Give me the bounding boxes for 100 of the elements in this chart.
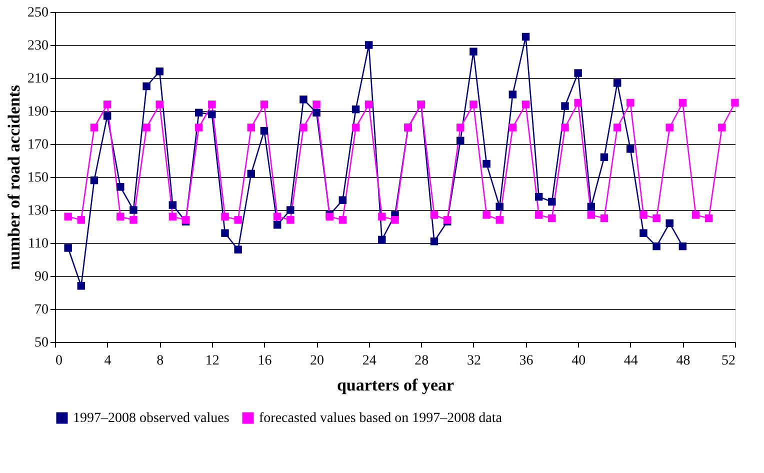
y-tick-label: 130 (28, 204, 48, 218)
y-tick-label: 110 (28, 236, 48, 252)
point (666, 124, 674, 132)
point (300, 124, 308, 132)
point (678, 98, 687, 107)
point (286, 216, 294, 224)
point (194, 108, 203, 117)
point (640, 211, 648, 219)
point (430, 211, 438, 219)
point (600, 153, 608, 162)
point (142, 124, 150, 132)
x-tick-label: 12 (205, 354, 220, 368)
point (391, 216, 399, 224)
y-tick-label: 50 (34, 336, 48, 350)
point (613, 124, 622, 132)
x-tick-label: 4 (104, 354, 112, 368)
point (378, 236, 386, 244)
point (194, 124, 203, 132)
point (208, 110, 216, 118)
point (312, 108, 320, 117)
point (168, 212, 177, 220)
y-tick-label: 90 (34, 270, 48, 284)
y-tick-label: 210 (28, 72, 48, 86)
point (116, 212, 124, 220)
point (168, 201, 177, 209)
point (626, 98, 634, 107)
y-tick-label: 230 (28, 38, 48, 54)
point (77, 282, 86, 290)
point (574, 69, 582, 77)
x-tick-label: 24 (362, 354, 376, 368)
point (587, 202, 596, 211)
point (496, 202, 504, 211)
point (470, 100, 478, 108)
point (142, 82, 150, 90)
point (273, 220, 282, 229)
point (482, 211, 490, 219)
point (338, 196, 347, 204)
point (64, 244, 72, 252)
point (103, 100, 112, 108)
point (534, 192, 543, 201)
point (260, 126, 268, 135)
x-tick-label: 48 (676, 354, 690, 368)
point (508, 124, 517, 132)
point (338, 216, 347, 224)
y-tick-label: 170 (28, 138, 48, 152)
point (116, 183, 124, 191)
point (247, 124, 256, 132)
y-tick-label: 70 (34, 302, 48, 318)
point (626, 145, 634, 153)
point (247, 170, 256, 178)
point (64, 212, 72, 220)
point (364, 41, 373, 49)
legend-label: forecasted values based on 1997–2008 data (259, 411, 503, 426)
point (640, 229, 648, 237)
point (208, 100, 216, 108)
x-tick-label: 0 (56, 354, 62, 368)
point (90, 176, 98, 184)
point (130, 206, 138, 214)
point (273, 212, 282, 220)
point (548, 214, 556, 222)
x-tick-label: 36 (519, 354, 534, 368)
point (652, 214, 660, 222)
point (508, 90, 517, 98)
x-tick-label: 8 (156, 354, 164, 368)
point (496, 216, 504, 224)
point (561, 124, 569, 132)
point (548, 198, 556, 206)
point (470, 48, 478, 56)
point (574, 98, 582, 107)
y-axis-title: number of road accidents (4, 84, 24, 270)
x-tick-label: 44 (624, 354, 638, 368)
point (156, 68, 164, 76)
point (312, 100, 320, 108)
y-tick-label: 190 (28, 104, 48, 120)
point (430, 237, 438, 246)
point (600, 214, 608, 222)
point (352, 105, 360, 114)
legend-label: 1997–2008 observed values (73, 411, 230, 426)
point (352, 124, 360, 132)
point (613, 79, 622, 87)
point (156, 100, 164, 108)
point (652, 242, 660, 250)
point (561, 102, 569, 110)
point (731, 98, 739, 107)
point (456, 124, 464, 132)
point (704, 214, 713, 222)
point (90, 124, 98, 132)
x-tick-label: 32 (466, 354, 481, 368)
point (534, 211, 543, 219)
point (692, 211, 700, 219)
point (234, 216, 242, 224)
point (77, 216, 86, 224)
y-tick-label: 150 (28, 170, 48, 186)
point (482, 160, 490, 168)
point (221, 212, 229, 220)
point (234, 246, 242, 254)
y-tick-label: 250 (28, 6, 48, 20)
point (678, 242, 687, 250)
point (666, 219, 674, 228)
point (718, 124, 726, 132)
